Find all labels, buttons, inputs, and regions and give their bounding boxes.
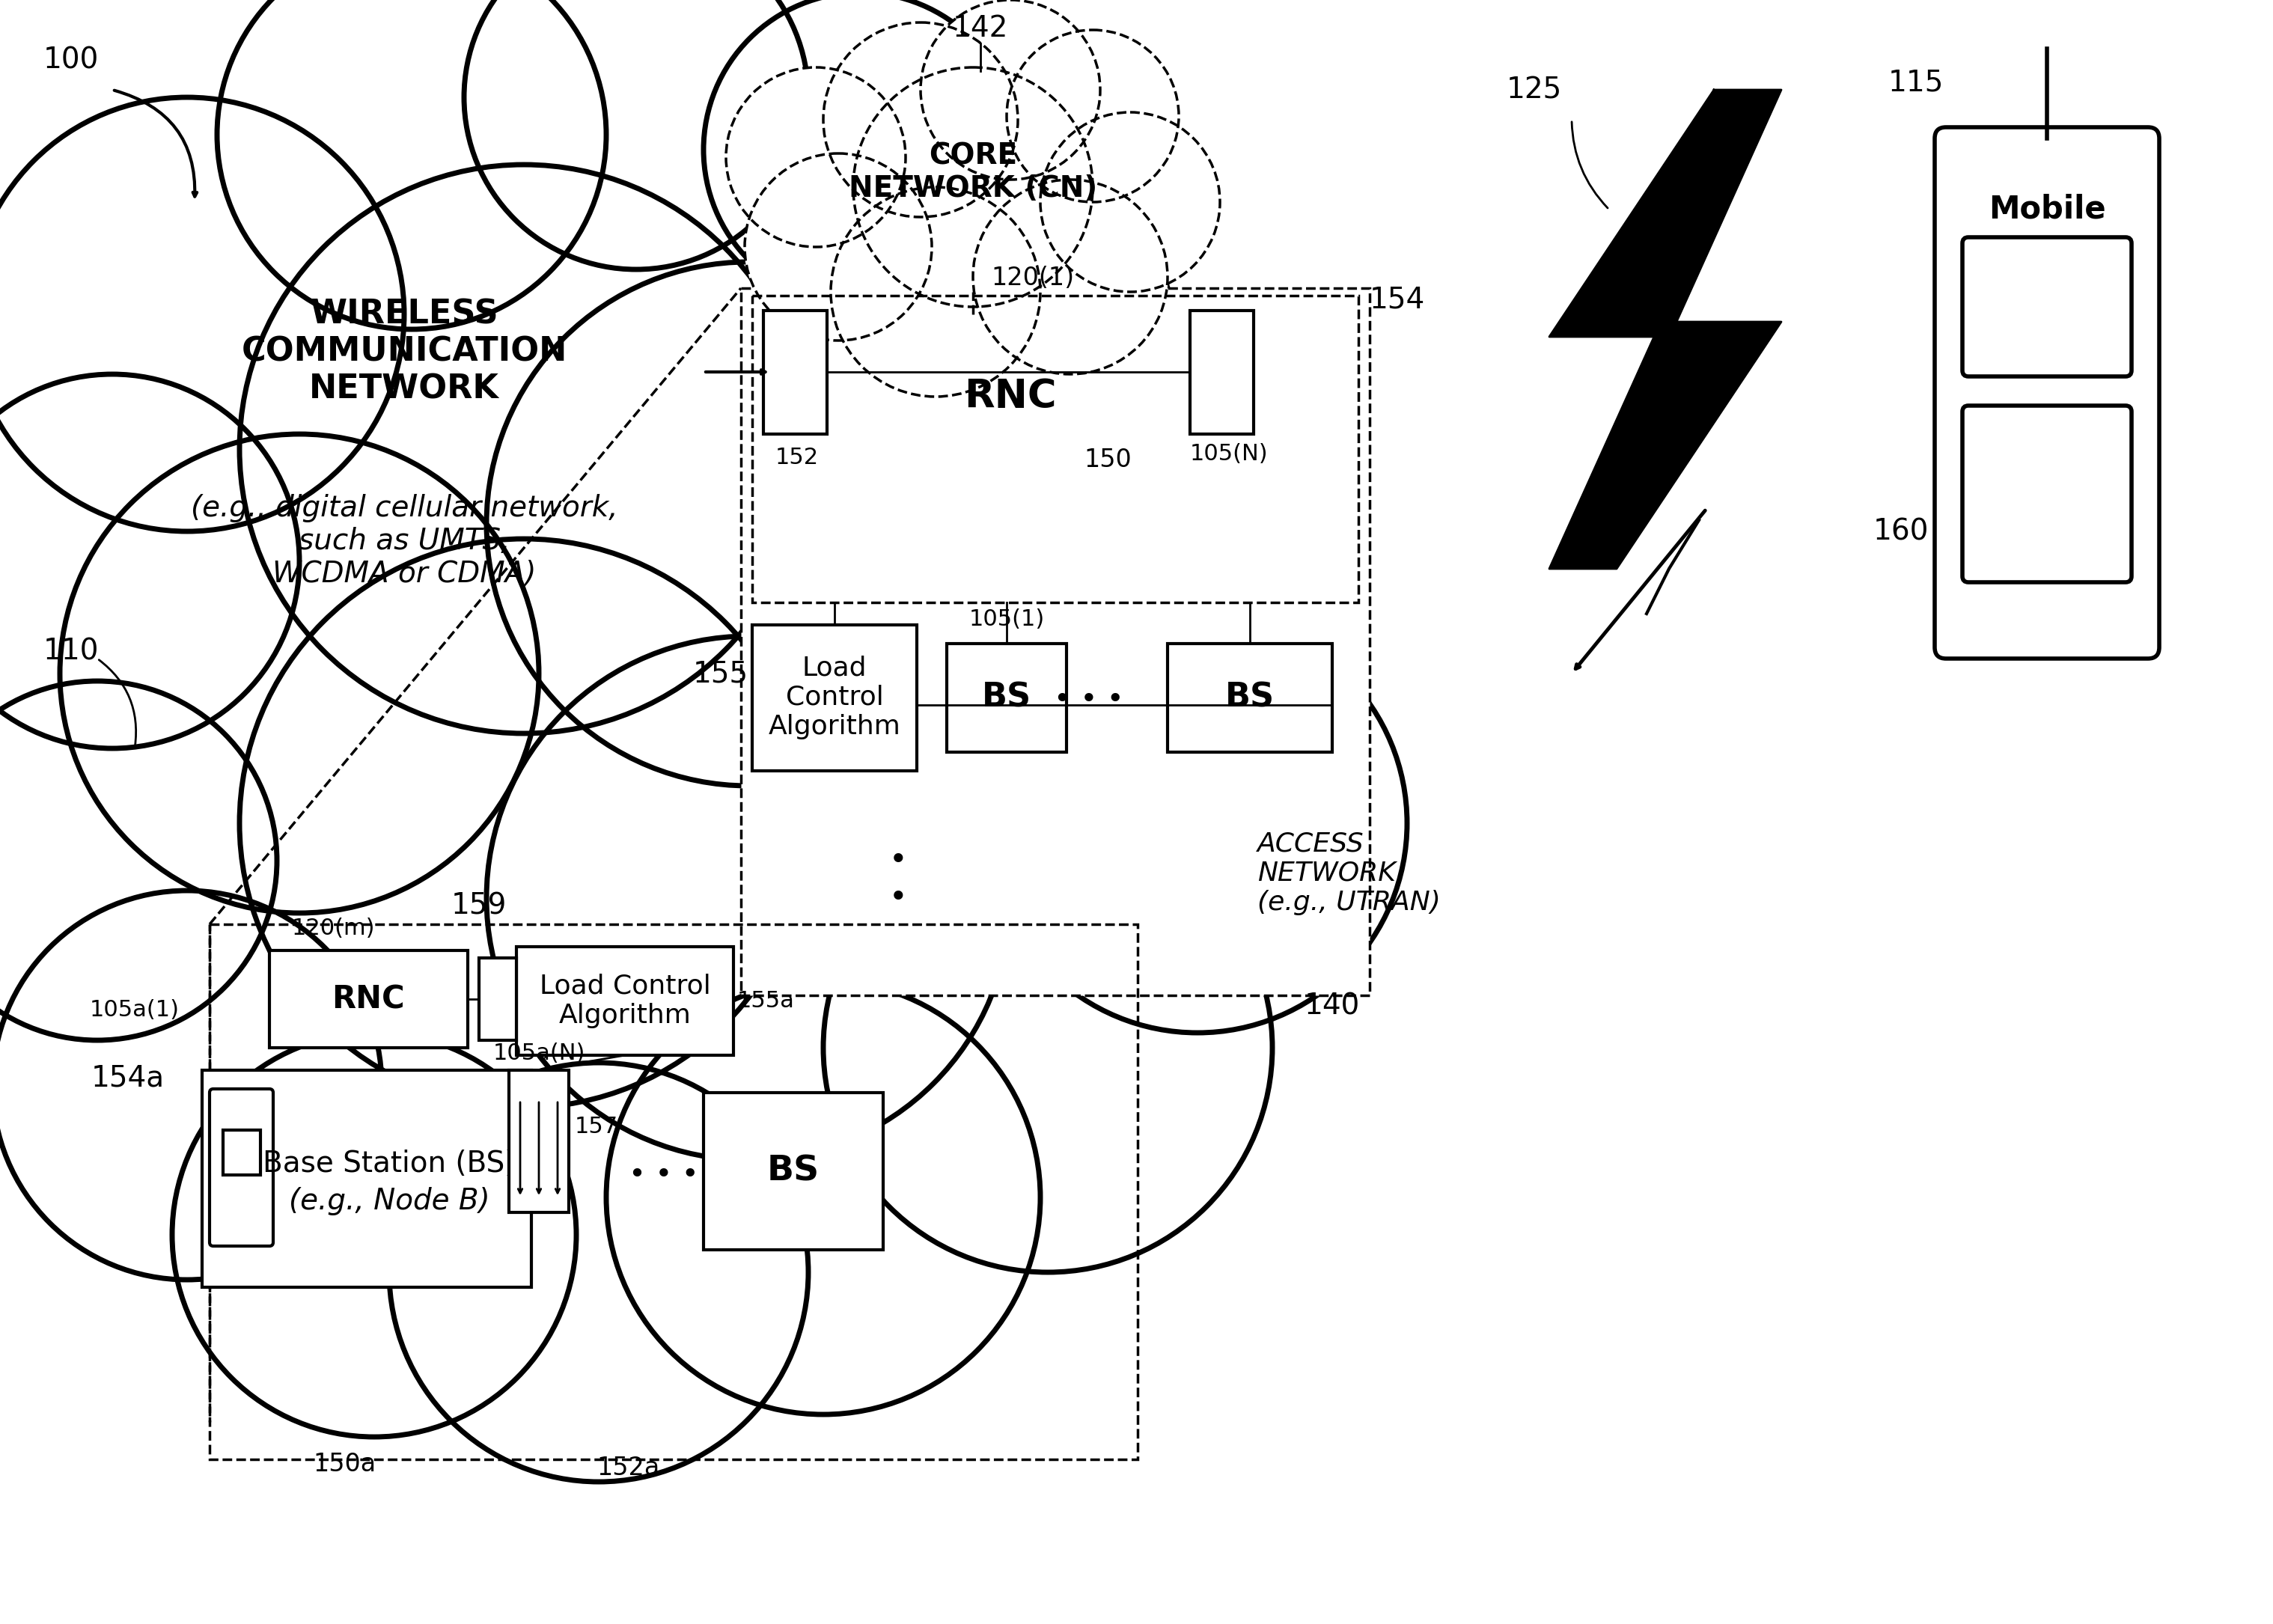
Text: (e.g., Node B): (e.g., Node B): [289, 1187, 489, 1215]
FancyBboxPatch shape: [209, 1090, 273, 1246]
Circle shape: [823, 23, 1018, 218]
Circle shape: [0, 890, 382, 1280]
Circle shape: [823, 823, 1273, 1272]
Text: BS: BS: [982, 682, 1032, 713]
Text: ACCESS
NETWORK
(e.g., UTRAN): ACCESS NETWORK (e.g., UTRAN): [1257, 831, 1441, 916]
Circle shape: [486, 637, 1011, 1160]
Circle shape: [0, 97, 405, 531]
Bar: [741, 287, 1371, 996]
Text: 154a: 154a: [91, 1064, 164, 1091]
Text: 120(m): 120(m): [291, 918, 375, 939]
Text: 160: 160: [1873, 516, 1930, 546]
Circle shape: [486, 261, 1011, 786]
Text: Mobile: Mobile: [1989, 193, 2105, 226]
Bar: [223, 1130, 261, 1176]
Bar: [516, 947, 734, 1056]
Circle shape: [216, 0, 607, 330]
Circle shape: [846, 172, 1175, 502]
Text: 152a: 152a: [598, 1455, 659, 1481]
Circle shape: [852, 67, 1093, 307]
Bar: [948, 643, 1066, 752]
Bar: [202, 1070, 532, 1288]
Text: 105a(1): 105a(1): [91, 999, 180, 1021]
Text: 125: 125: [1507, 76, 1562, 104]
Text: 140: 140: [1305, 992, 1359, 1020]
Text: CORE
NETWORK (CN): CORE NETWORK (CN): [848, 141, 1098, 203]
Text: 157: 157: [575, 1116, 618, 1137]
Circle shape: [1002, 382, 1362, 741]
Text: BS: BS: [1225, 682, 1275, 713]
Circle shape: [0, 374, 300, 749]
Bar: [764, 310, 827, 434]
Bar: [752, 625, 916, 771]
Circle shape: [239, 539, 809, 1108]
Circle shape: [607, 981, 1041, 1415]
Text: 150a: 150a: [314, 1452, 375, 1476]
Text: 110: 110: [43, 637, 100, 666]
FancyBboxPatch shape: [1934, 127, 2159, 659]
Bar: [1168, 643, 1332, 752]
Text: • • •: • • •: [630, 1161, 698, 1189]
Text: Load
Control
Algorithm: Load Control Algorithm: [768, 656, 900, 739]
Circle shape: [989, 614, 1407, 1033]
Text: 152: 152: [775, 447, 818, 468]
Text: 150: 150: [1084, 448, 1132, 473]
Circle shape: [705, 0, 1018, 307]
Text: WIRELESS
COMMUNICATION
NETWORK: WIRELESS COMMUNICATION NETWORK: [241, 299, 566, 404]
Circle shape: [921, 0, 1100, 180]
Bar: [270, 950, 468, 1047]
Text: 155: 155: [693, 659, 748, 689]
Text: 105a(N): 105a(N): [493, 1043, 584, 1064]
Text: BS: BS: [766, 1155, 821, 1189]
Text: •: •: [889, 882, 907, 914]
Text: RNC: RNC: [332, 984, 405, 1015]
Circle shape: [464, 0, 809, 270]
Text: 155a: 155a: [736, 989, 796, 1012]
Bar: [480, 958, 516, 1041]
Circle shape: [748, 448, 1198, 898]
Circle shape: [173, 1033, 577, 1437]
Text: 105(1): 105(1): [968, 609, 1046, 630]
Text: • • •: • • •: [1055, 685, 1125, 715]
Circle shape: [725, 67, 905, 247]
Text: 105(N): 105(N): [1191, 443, 1268, 464]
Circle shape: [746, 153, 932, 341]
Text: Load Control
Algorithm: Load Control Algorithm: [539, 973, 711, 1028]
Text: 142: 142: [952, 15, 1009, 42]
Circle shape: [1041, 112, 1221, 292]
Bar: [509, 1070, 568, 1213]
Bar: [705, 1093, 884, 1250]
Circle shape: [830, 187, 1041, 396]
Circle shape: [59, 434, 539, 913]
Text: RNC: RNC: [964, 377, 1057, 416]
Circle shape: [1007, 29, 1180, 201]
Circle shape: [239, 164, 809, 734]
Bar: [752, 296, 1359, 603]
Text: Base Station (BS): Base Station (BS): [264, 1150, 516, 1177]
Circle shape: [389, 1062, 809, 1481]
Text: 159: 159: [450, 892, 507, 921]
Circle shape: [0, 680, 277, 1041]
Polygon shape: [1550, 89, 1782, 568]
Bar: [1191, 310, 1255, 434]
Circle shape: [973, 180, 1168, 374]
Text: 154: 154: [1371, 286, 1425, 313]
Text: 100: 100: [43, 45, 100, 75]
Text: 120(1): 120(1): [991, 266, 1075, 291]
Bar: [209, 924, 1136, 1460]
Text: 115: 115: [1889, 68, 1943, 96]
Text: (e.g., digital cellular network,
such as UMTS,
WCDMA or CDMA): (e.g., digital cellular network, such as…: [191, 494, 618, 588]
Text: •: •: [889, 844, 907, 877]
